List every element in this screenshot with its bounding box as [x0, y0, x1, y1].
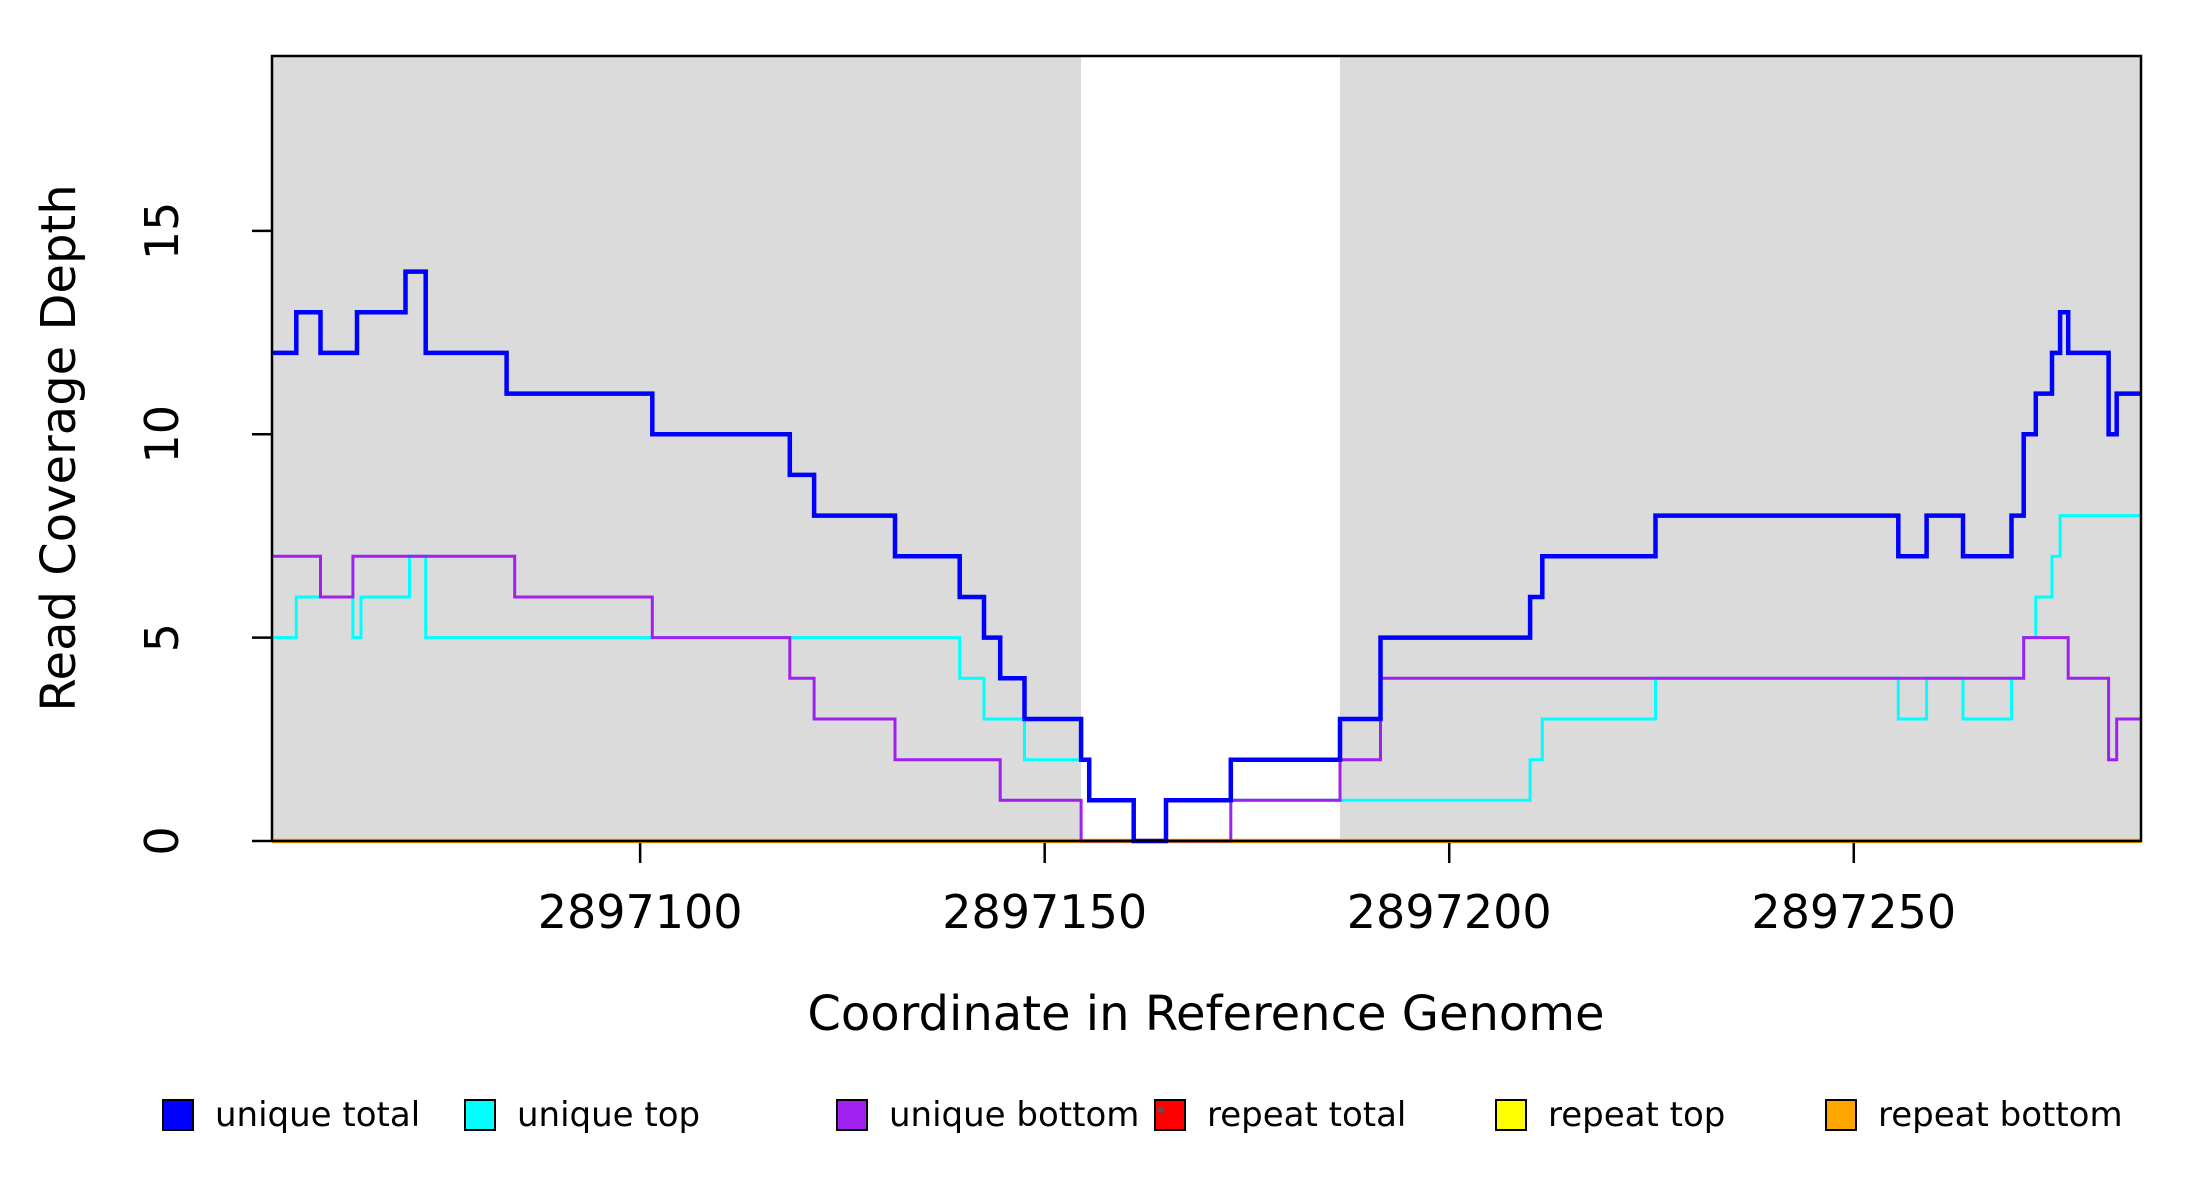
y-tick-label: 10	[135, 405, 189, 464]
x-tick-label: 2897250	[1751, 885, 1956, 939]
shaded-region-0	[272, 56, 1082, 841]
y-tick-label: 15	[135, 202, 189, 261]
legend-swatch-repeat-bottom	[1825, 1099, 1857, 1131]
x-tick-label: 2897100	[538, 885, 743, 939]
x-tick-label: 2897150	[942, 885, 1147, 939]
plot-frame	[270, 54, 2143, 843]
x-axis-title: Coordinate in Reference Genome	[807, 986, 1604, 1042]
legend-label-unique-top: unique top	[517, 1095, 700, 1135]
legend-swatch-unique-total	[162, 1099, 194, 1131]
plot-border	[270, 54, 2143, 843]
shaded-bands	[272, 56, 2141, 841]
legend-label-unique-total: unique total	[215, 1095, 420, 1135]
legend-swatch-unique-top	[464, 1099, 496, 1131]
legend-label-repeat-total: repeat total	[1207, 1095, 1406, 1135]
x-tick-label: 2897200	[1347, 885, 1552, 939]
series-line-unique-total	[272, 269, 2141, 844]
legend-swatch-repeat-top	[1495, 1099, 1527, 1131]
y-tick-label: 0	[135, 826, 189, 855]
legend-swatch-unique-bottom	[836, 1099, 868, 1131]
legend-label-unique-bottom: unique bottom	[889, 1095, 1139, 1135]
y-axis-title: Read Coverage Depth	[31, 184, 87, 711]
y-tick-label: 5	[135, 623, 189, 652]
axes: 2897100 2897150 2897200 2897250 0 5 10 15	[135, 202, 1956, 939]
series-line-unique-bottom	[272, 554, 2141, 843]
artifact-dot	[1158, 1107, 1164, 1113]
shaded-region-1	[1340, 56, 2141, 841]
legend-label-repeat-top: repeat top	[1548, 1095, 1725, 1135]
legend-swatch-repeat-total	[1154, 1099, 1186, 1131]
chart-legend: unique total unique top unique bottom repea…	[162, 1095, 2123, 1135]
legend-label-repeat-bottom: repeat bottom	[1878, 1095, 2123, 1135]
